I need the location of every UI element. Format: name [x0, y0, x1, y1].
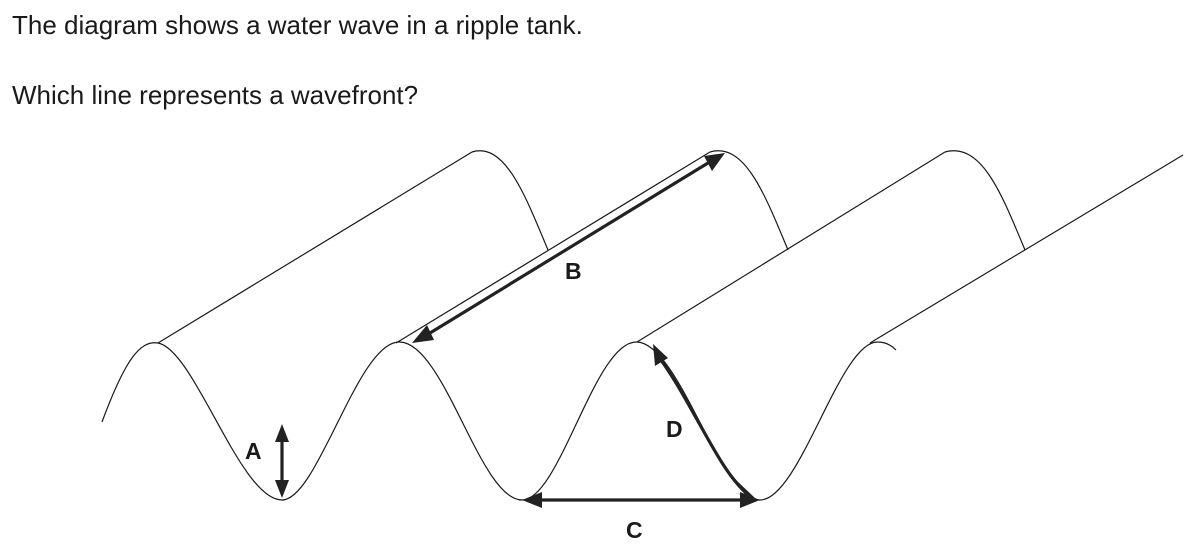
back-crest-1	[471, 150, 549, 251]
question-intro: The diagram shows a water wave in a ripp…	[12, 10, 583, 40]
crest-line-3	[636, 151, 946, 343]
arrow-d	[653, 344, 755, 498]
crest-line-1	[157, 151, 473, 344]
label-b: B	[565, 258, 582, 284]
arrow-c	[522, 492, 760, 508]
wave-profile	[101, 341, 897, 501]
label-d: D	[666, 416, 683, 442]
crest-line-2	[395, 151, 711, 344]
question-prompt: Which line represents a wavefront?	[12, 80, 419, 110]
back-crest-3	[944, 150, 1026, 251]
label-c: C	[626, 517, 643, 543]
crest-line-4	[869, 154, 1184, 344]
back-crest-2	[709, 150, 789, 251]
arrow-a	[275, 424, 289, 498]
label-a: A	[245, 438, 262, 464]
arrow-b	[412, 153, 725, 343]
